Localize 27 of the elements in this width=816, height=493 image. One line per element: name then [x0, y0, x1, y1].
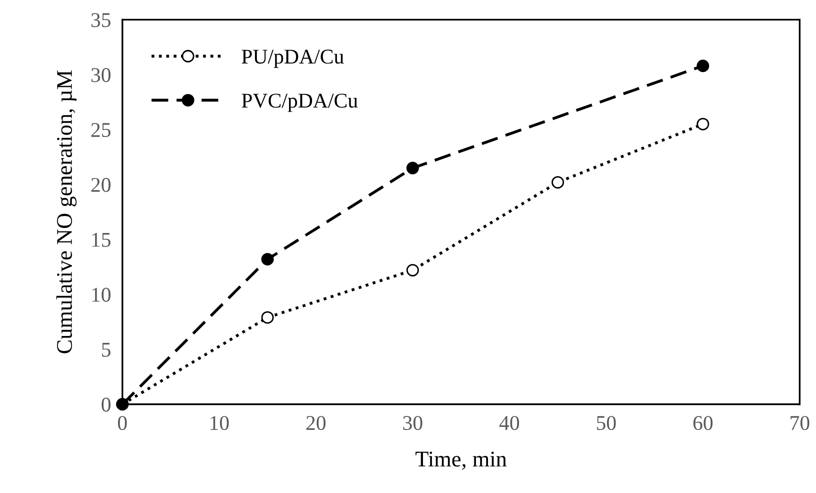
y-tick-label: 0 [102, 398, 110, 412]
y-tick-label: 5 [102, 342, 110, 357]
point [696, 60, 710, 72]
x-tick-label: 10 [210, 416, 229, 430]
y-axis-title: Cumulative NO generation, µM [56, 70, 77, 354]
y-tick-label: 20 [91, 178, 110, 192]
y-tick-label: 10 [92, 288, 110, 302]
point [406, 264, 419, 276]
y-tick-label: 30 [91, 68, 110, 82]
x-tick-label: 20 [306, 416, 326, 430]
x-tick-label: 60 [693, 416, 713, 430]
x-tick-label: 70 [790, 416, 810, 430]
point [552, 176, 564, 189]
x-tick-label: 30 [403, 416, 422, 430]
y-tick-label: 15 [92, 232, 110, 247]
y-tick-label: 25 [91, 123, 110, 138]
legend-label: PVC/pDA/Cu [242, 94, 358, 112]
point [696, 118, 710, 130]
point [406, 162, 419, 174]
x-tick-label: 50 [596, 416, 616, 430]
legend-label: PU/pDA/Cu [242, 50, 344, 68]
point [261, 311, 274, 324]
x-tick-label: 40 [499, 416, 520, 430]
x-tick-label: 0 [118, 416, 127, 430]
x-axis-title: Time, min [416, 452, 507, 470]
point [261, 252, 274, 266]
y-tick-label: 35 [91, 13, 110, 28]
